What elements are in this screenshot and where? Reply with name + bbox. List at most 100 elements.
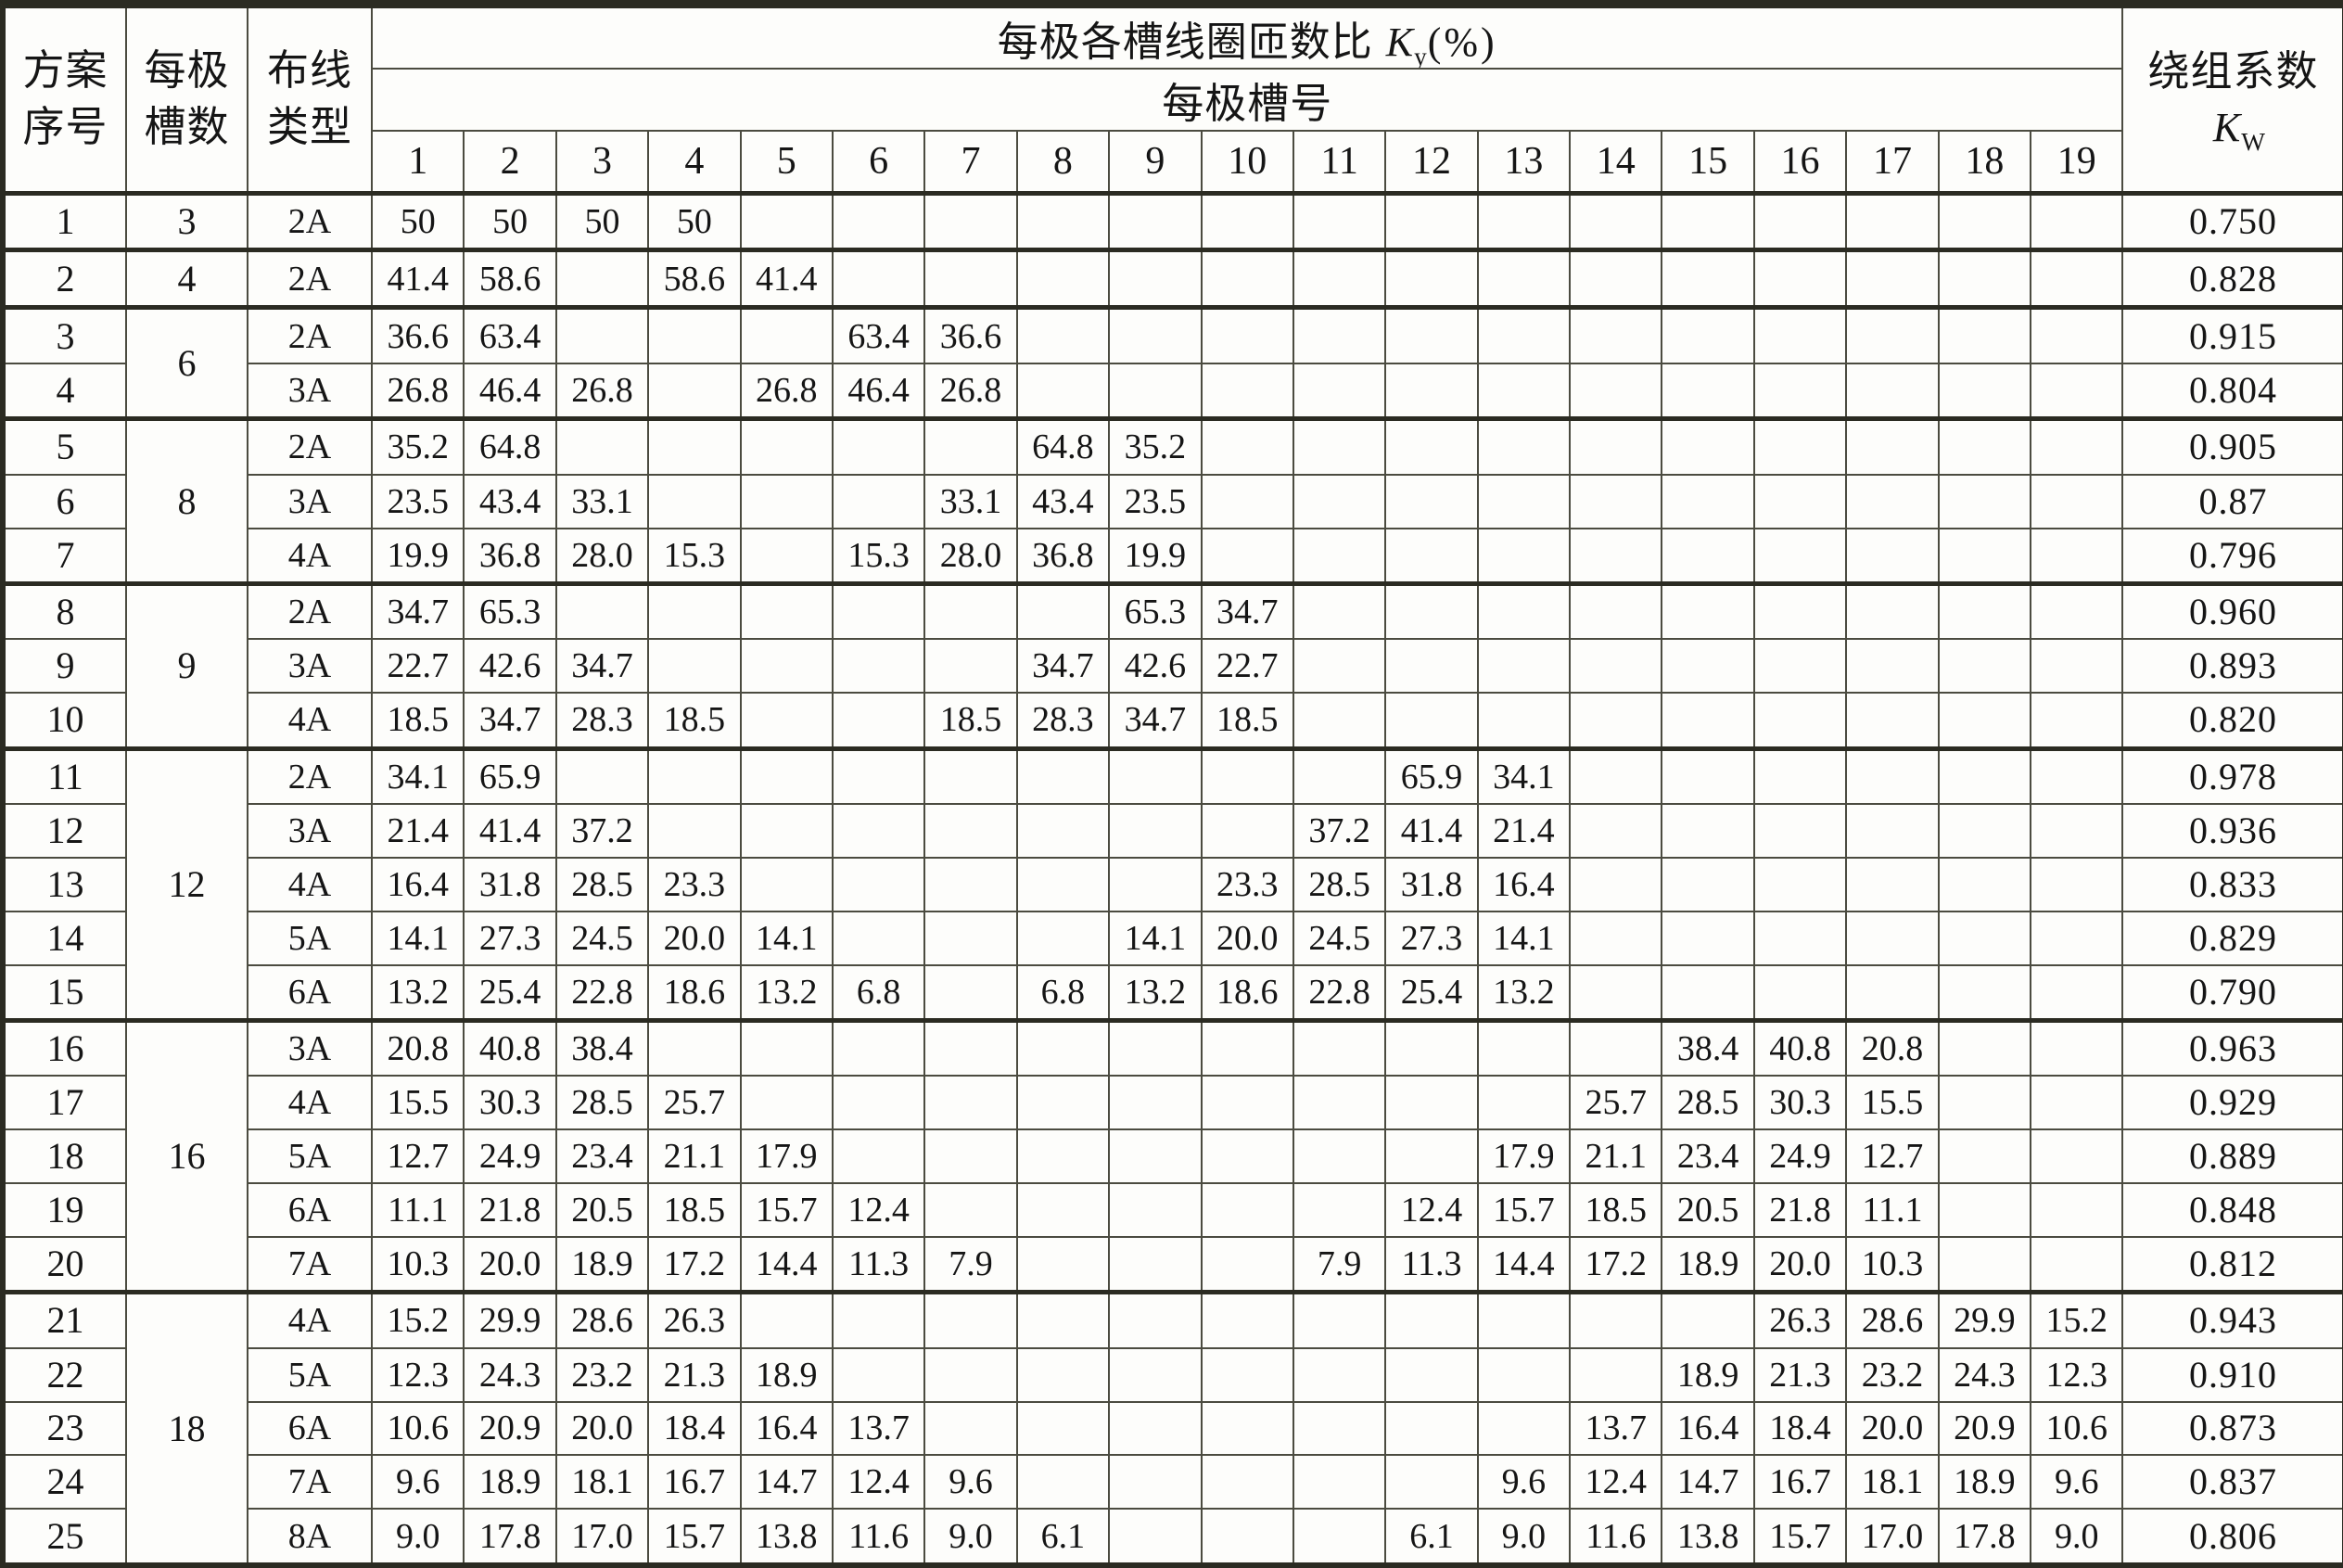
slot-value-cell-8 <box>1015 1400 1111 1457</box>
header-row-slot-numbers: 1 2 3 4 5 6 7 8 9 10 11 12 13 14 15 16 17 18 19 <box>3 130 2343 196</box>
slot-value-cell-10 <box>1200 190 1294 251</box>
table-row-scheme-13: 13 4A 16.4 31.8 28.5 23.3 23.3 28.5 31.8 16.4 0.83… <box>2 856 2343 912</box>
slot-value-cell-1: 15.2 <box>370 1290 465 1349</box>
wiring-type-cell: 5A <box>247 1128 373 1184</box>
slot-value-cell-13 <box>1476 580 1572 641</box>
slot-value-cell-4: 15.7 <box>647 1508 742 1566</box>
slot-value-cell-1: 36.6 <box>370 305 465 364</box>
slot-value-cell-19 <box>2030 638 2124 695</box>
slot-value-cell-5 <box>739 1075 834 1131</box>
slot-value-cell-19 <box>2030 190 2124 251</box>
slot-value-cell-14 <box>1569 473 1663 529</box>
slot-value-cell-8: 34.7 <box>1015 638 1111 695</box>
scheme-number-cell: 16 <box>2 1017 127 1077</box>
slots-header-text: 每极 槽数 <box>144 47 230 151</box>
wiring-type-cell: 3A <box>247 802 373 859</box>
slot-number-header-16: 16 <box>1752 130 1848 196</box>
slot-value-cell-1: 12.7 <box>370 1128 465 1184</box>
wiring-type-cell: 4A <box>247 527 373 585</box>
slot-value-cell-2: 21.8 <box>463 1182 557 1238</box>
slot-value-cell-19 <box>2030 362 2124 420</box>
slots-per-pole-cell: 6 <box>125 305 248 420</box>
slot-value-cell-7 <box>923 963 1018 1022</box>
slot-value-cell-18 <box>1937 1182 2032 1238</box>
slot-value-cell-15: 18.9 <box>1661 1346 1755 1403</box>
slot-value-cell-1: 9.6 <box>370 1454 465 1511</box>
slot-value-cell-14: 25.7 <box>1569 1075 1663 1131</box>
slot-value-cell-19 <box>2030 580 2124 641</box>
slot-number-header-19: 19 <box>2030 130 2124 196</box>
slot-value-cell-1: 50 <box>370 190 465 251</box>
slot-value-cell-1: 14.1 <box>370 910 465 966</box>
slot-value-cell-8 <box>1015 910 1111 966</box>
slot-value-cell-1: 20.8 <box>370 1017 465 1077</box>
slot-value-cell-12: 31.8 <box>1384 856 1479 912</box>
slot-value-cell-14 <box>1569 527 1663 585</box>
slot-value-cell-15 <box>1661 910 1755 966</box>
slot-value-cell-16: 21.3 <box>1752 1346 1848 1403</box>
slot-value-cell-14 <box>1569 1290 1663 1349</box>
kw-value-cell: 0.978 <box>2121 746 2343 805</box>
scheme-number-cell: 6 <box>2 473 127 529</box>
slot-value-cell-5: 41.4 <box>739 248 834 309</box>
slot-value-cell-11 <box>1292 1017 1387 1077</box>
slot-value-cell-5 <box>739 802 834 859</box>
slot-value-cell-10 <box>1200 527 1294 585</box>
kw-value-cell: 0.915 <box>2121 305 2343 364</box>
slot-value-cell-14: 13.7 <box>1569 1400 1663 1457</box>
slot-value-cell-3: 24.5 <box>554 910 650 966</box>
slot-value-cell-16: 16.7 <box>1752 1454 1848 1511</box>
slot-value-cell-1: 34.7 <box>370 580 465 641</box>
slot-value-cell-14 <box>1569 190 1663 251</box>
slot-value-cell-8 <box>1015 305 1111 364</box>
slot-value-cell-17 <box>1845 580 1940 641</box>
slot-value-cell-8 <box>1015 1017 1111 1077</box>
slot-value-cell-2: 34.7 <box>463 692 557 750</box>
slot-value-cell-11 <box>1292 1128 1387 1184</box>
slot-value-cell-11: 37.2 <box>1292 802 1387 859</box>
scheme-number-cell: 7 <box>2 527 127 585</box>
slot-value-cell-17: 18.1 <box>1845 1454 1940 1511</box>
kw-value-cell: 0.796 <box>2121 527 2343 585</box>
slot-value-cell-13 <box>1476 527 1572 585</box>
slot-value-cell-16 <box>1752 362 1848 420</box>
slot-value-cell-18: 24.3 <box>1937 1346 2032 1403</box>
slot-value-cell-6: 11.3 <box>831 1235 926 1294</box>
slot-value-cell-1: 26.8 <box>370 362 465 420</box>
slot-value-cell-17: 28.6 <box>1845 1290 1940 1349</box>
slot-value-cell-3: 33.1 <box>554 473 650 529</box>
slot-value-cell-2: 65.3 <box>463 580 557 641</box>
wiring-type-cell: 8A <box>247 1508 373 1566</box>
slot-value-cell-9 <box>1108 1075 1203 1131</box>
slot-value-cell-7 <box>923 910 1018 966</box>
slot-value-cell-4: 23.3 <box>647 856 742 912</box>
slot-value-cell-18 <box>1937 580 2032 641</box>
slot-value-cell-3: 23.4 <box>554 1128 650 1184</box>
slot-value-cell-11 <box>1292 638 1387 695</box>
slot-value-cell-3 <box>554 746 650 805</box>
slot-value-cell-11 <box>1292 746 1387 805</box>
slot-value-cell-5 <box>739 692 834 750</box>
slot-value-cell-17 <box>1845 473 1940 529</box>
wiring-header-text: 布线 类型 <box>266 47 352 151</box>
table-row-scheme-17: 17 4A 15.5 30.3 28.5 25.7 25.7 28.5 30.3 15.5 0.92… <box>2 1075 2343 1131</box>
wiring-type-cell: 4A <box>247 1290 373 1349</box>
slots-per-pole-cell: 16 <box>125 1017 248 1294</box>
slot-value-cell-19 <box>2030 856 2124 912</box>
kw-value-cell: 0.963 <box>2121 1017 2343 1077</box>
slot-value-cell-14: 18.5 <box>1569 1182 1663 1238</box>
slot-value-cell-12: 27.3 <box>1384 910 1479 966</box>
slot-value-cell-6 <box>831 248 926 309</box>
slot-value-cell-1: 22.7 <box>370 638 465 695</box>
slot-value-cell-10 <box>1200 1400 1294 1457</box>
slot-value-cell-1: 23.5 <box>370 473 465 529</box>
kw-value-cell: 0.929 <box>2121 1075 2343 1131</box>
slot-value-cell-6: 13.7 <box>831 1400 926 1457</box>
slot-value-cell-10: 18.6 <box>1200 963 1294 1022</box>
slot-value-cell-9 <box>1108 1508 1203 1566</box>
wiring-type-cell: 4A <box>247 856 373 912</box>
slot-value-cell-2: 40.8 <box>463 1017 557 1077</box>
slot-value-cell-13: 21.4 <box>1476 802 1572 859</box>
col-header-kw-coefficient: 绕组系数 KW <box>2121 3 2343 196</box>
slot-value-cell-17: 12.7 <box>1845 1128 1940 1184</box>
